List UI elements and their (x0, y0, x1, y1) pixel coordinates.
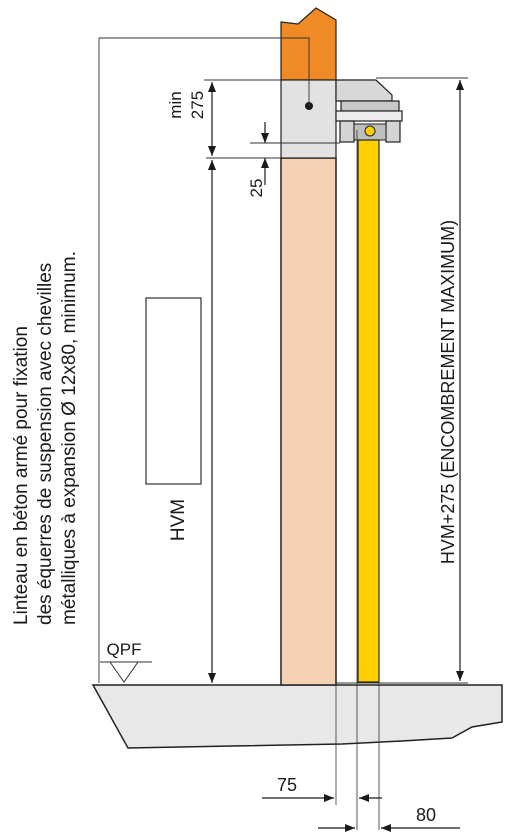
total-label: HVM+275 (ENCOMBREMENT MAXIMUM) (438, 220, 458, 564)
gap-25-label: 25 (247, 179, 266, 198)
total-dimension: HVM+275 (ENCOMBREMENT MAXIMUM) (336, 77, 468, 684)
dim-75: 75 (262, 775, 382, 802)
hvm-box (145, 297, 202, 485)
door-leaf (357, 139, 380, 683)
lintel-fixing-zone (280, 79, 337, 159)
note-line-1: Linteau en béton armé pour fixation (11, 326, 32, 625)
wall (280, 157, 337, 686)
note-line-3: métalliques à expansion Ø 12x80, minimum… (59, 251, 80, 625)
dim-75-label: 75 (277, 775, 297, 795)
dim-80-label: 80 (416, 805, 436, 825)
dim-80: 80 (318, 805, 460, 832)
lintel-block (280, 7, 337, 81)
floor-slab (91, 684, 503, 749)
qpf-marker: QPF (100, 640, 152, 683)
note-leader-line (98, 37, 310, 683)
gap-25-dimension: 25 (247, 122, 340, 197)
note-line-2: des équerres de suspension avec cheville… (35, 263, 56, 625)
min-275-dimension: min 275 (166, 79, 281, 156)
min-value-label: 275 (188, 91, 207, 119)
qpf-label: QPF (107, 640, 142, 659)
hvm-label: HVM (168, 499, 189, 541)
lintel-note: Linteau en béton armé pour fixation des … (11, 251, 80, 625)
suspension-bracket (335, 79, 403, 143)
min-label: min (166, 91, 185, 118)
guide-lines (335, 130, 380, 830)
